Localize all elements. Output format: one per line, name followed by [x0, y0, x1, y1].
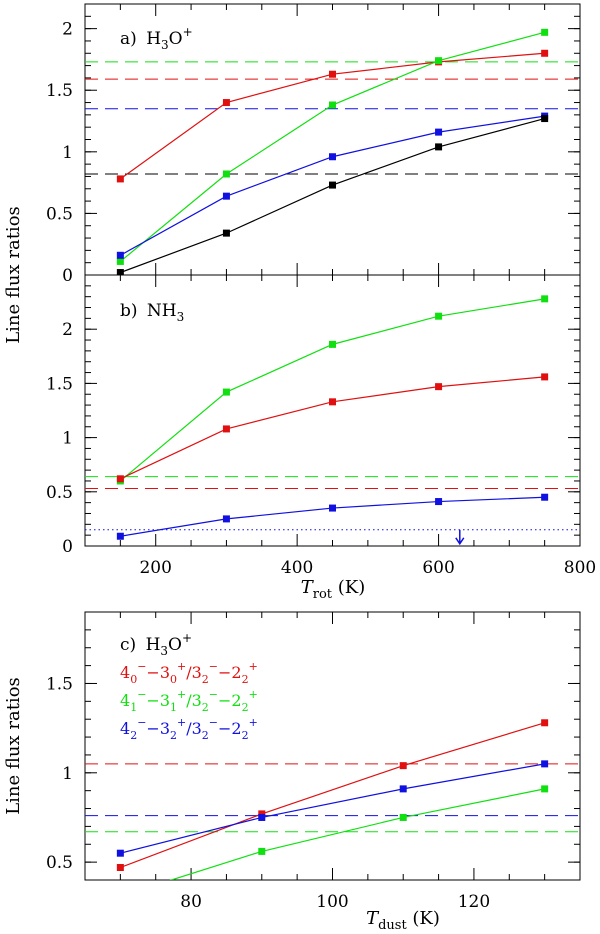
data-point-red — [541, 373, 549, 381]
data-point-blue — [222, 515, 230, 523]
panel-c-label: c) H3O+ — [120, 631, 192, 658]
series-line-red — [120, 722, 545, 869]
legend-entry-red: 40−−30+/32−−22+ — [120, 660, 258, 686]
data-point-black — [116, 269, 124, 275]
x-tick-label: 80 — [180, 892, 202, 912]
x-tick-label: 100 — [316, 892, 348, 912]
data-point-blue — [222, 192, 230, 200]
data-point-blue — [329, 504, 336, 512]
data-point-green — [435, 57, 443, 65]
x-tick-label: 200 — [139, 558, 171, 578]
x-axis-label-bottom: Tdust (K) — [366, 908, 440, 933]
data-point-green — [435, 312, 443, 320]
y-tick-label: 0 — [62, 266, 73, 286]
upper-limit-arrowhead — [455, 537, 465, 546]
y-axis-label-top: Line flux ratios — [3, 206, 24, 344]
y-tick-label: 1.5 — [46, 81, 73, 101]
series-line-blue — [120, 496, 545, 537]
panel-b-data — [85, 295, 580, 546]
series-line-green — [119, 31, 545, 262]
data-point-green — [116, 257, 124, 265]
panel-b-ticks: 0 0.5 1 1.5 2 200 400 600 800 — [46, 274, 596, 578]
y-tick-label: 0.5 — [46, 483, 73, 503]
data-point-green — [222, 170, 230, 178]
data-point-black — [541, 115, 549, 123]
panel-a-ticks: 0 0.5 1 1.5 2 — [46, 3, 581, 286]
data-point-red — [329, 70, 336, 78]
data-point-red — [222, 425, 230, 433]
data-point-blue — [541, 760, 549, 768]
data-point-blue — [435, 498, 443, 506]
data-point-green — [541, 28, 549, 36]
series-line-green — [119, 298, 545, 482]
data-point-green — [541, 295, 549, 303]
data-point-red — [435, 383, 443, 391]
data-point-red — [329, 398, 336, 406]
y-axis-label-bottom: Line flux ratios — [3, 677, 24, 815]
data-point-black — [222, 229, 230, 237]
data-point-red — [541, 49, 549, 57]
panel-c-data — [85, 719, 580, 900]
y-tick-label: 1 — [62, 764, 73, 784]
data-point-blue — [116, 532, 124, 540]
data-point-blue — [258, 813, 266, 821]
y-tick-label: 1.5 — [46, 374, 73, 394]
x-tick-label: 120 — [458, 892, 490, 912]
x-tick-label: 800 — [564, 558, 596, 578]
data-point-red — [116, 475, 124, 483]
data-point-red — [222, 99, 230, 107]
y-tick-label: 0.5 — [46, 204, 73, 224]
data-point-red — [399, 762, 407, 770]
data-point-red — [116, 863, 124, 871]
data-point-blue — [541, 493, 549, 501]
legend: 40−−30+/32−−22+ 41−−31+/32−−22+ 42−−32+/… — [120, 660, 258, 742]
data-point-red — [541, 719, 549, 727]
x-axis-label-top: Trot (K) — [301, 577, 366, 602]
legend-entry-blue: 42−−32+/32−−22+ — [120, 716, 258, 742]
data-point-blue — [399, 785, 407, 793]
series-line-black — [120, 117, 545, 274]
data-point-blue — [116, 251, 124, 259]
data-point-blue — [116, 849, 124, 857]
y-tick-label: 0 — [62, 537, 73, 557]
panel-a-data — [85, 28, 580, 275]
data-point-green — [541, 785, 549, 793]
y-tick-label: 2 — [62, 320, 73, 340]
x-tick-label: 600 — [422, 558, 454, 578]
y-tick-label: 1 — [62, 143, 73, 163]
y-tick-label: 1.5 — [46, 674, 73, 694]
x-tick-label: 400 — [281, 558, 313, 578]
data-point-green — [117, 893, 124, 900]
data-point-green — [258, 847, 266, 855]
data-point-green — [399, 813, 407, 821]
series-line-green — [169, 788, 545, 880]
data-point-red — [116, 175, 124, 183]
y-tick-label: 1 — [62, 429, 73, 449]
y-tick-label: 0.5 — [46, 853, 73, 873]
data-point-blue — [329, 153, 336, 161]
panel-a-label: a) H3O+ — [120, 25, 193, 52]
data-point-green — [222, 388, 230, 396]
panel-c-ticks: 0.5 1 1.5 80 100 120 — [46, 611, 581, 912]
series-line-blue — [120, 763, 545, 854]
data-point-green — [329, 101, 336, 109]
data-point-red — [258, 810, 266, 818]
data-point-black — [329, 181, 336, 189]
data-point-blue — [435, 128, 443, 136]
panel-b-label: b) NH3 — [120, 301, 184, 324]
legend-entry-green: 41−−31+/32−−22+ — [120, 688, 258, 714]
data-point-green — [329, 340, 336, 348]
data-point-black — [435, 143, 443, 151]
y-tick-label: 2 — [62, 20, 73, 40]
